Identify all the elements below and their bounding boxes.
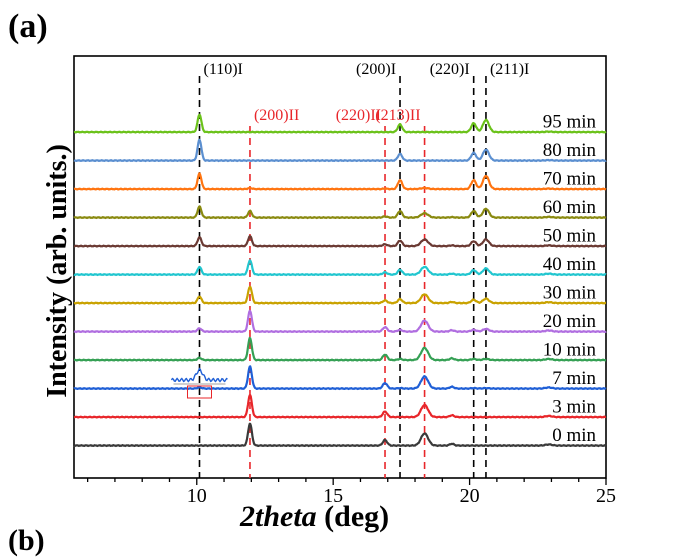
series-label: 20 min	[543, 311, 597, 332]
series-line	[73, 138, 607, 163]
series-line	[73, 309, 607, 334]
series-line	[73, 365, 607, 391]
xrd-chart: (110)I (200)I (220)I (211)I (200)II (220)II(2…	[73, 55, 616, 507]
x-tick-label: 15	[323, 485, 343, 507]
series-line	[73, 205, 607, 220]
series-label: 50 min	[543, 226, 597, 247]
series-line	[73, 422, 607, 448]
phase-II-label: (213)II	[375, 107, 420, 124]
phase-II-label: (200)II	[254, 107, 299, 124]
x-axis-label-italic: 2theta	[240, 500, 317, 533]
phase-I-label: (220)I	[430, 61, 470, 78]
series-label: 60 min	[543, 197, 597, 218]
series-line	[73, 235, 607, 248]
series-line	[73, 336, 607, 362]
x-axis-label: 2theta (deg)	[240, 500, 389, 534]
series-label: 95 min	[543, 112, 597, 133]
panel-label: (a)	[8, 8, 48, 45]
series-line	[73, 113, 607, 134]
series-label: 3 min	[552, 397, 596, 418]
phase-I-label: (110)I	[203, 61, 242, 78]
inset-highlight-box	[186, 385, 212, 399]
inset-series-line	[170, 367, 228, 383]
series-line	[73, 259, 607, 277]
series-label: 30 min	[543, 283, 597, 304]
series-label: 7 min	[552, 368, 596, 389]
series-label: 40 min	[543, 254, 597, 275]
series-label: 80 min	[543, 140, 597, 161]
phase-II-label: (220)II	[336, 107, 381, 124]
series-label: 10 min	[543, 340, 597, 361]
x-tick-label: 20	[460, 485, 480, 507]
x-tick-label: 25	[596, 485, 616, 507]
series-line	[73, 172, 607, 191]
series-line	[73, 394, 607, 419]
x-axis-label-unit: (deg)	[316, 500, 390, 533]
x-tick-label: 10	[187, 485, 207, 507]
series-line	[73, 285, 607, 305]
series-label: 0 min	[552, 425, 596, 446]
plot-area-frame	[73, 55, 607, 479]
phase-I-label: (211)I	[490, 61, 529, 78]
phase-I-label: (200)I	[356, 61, 396, 78]
series-label: 70 min	[543, 169, 597, 190]
